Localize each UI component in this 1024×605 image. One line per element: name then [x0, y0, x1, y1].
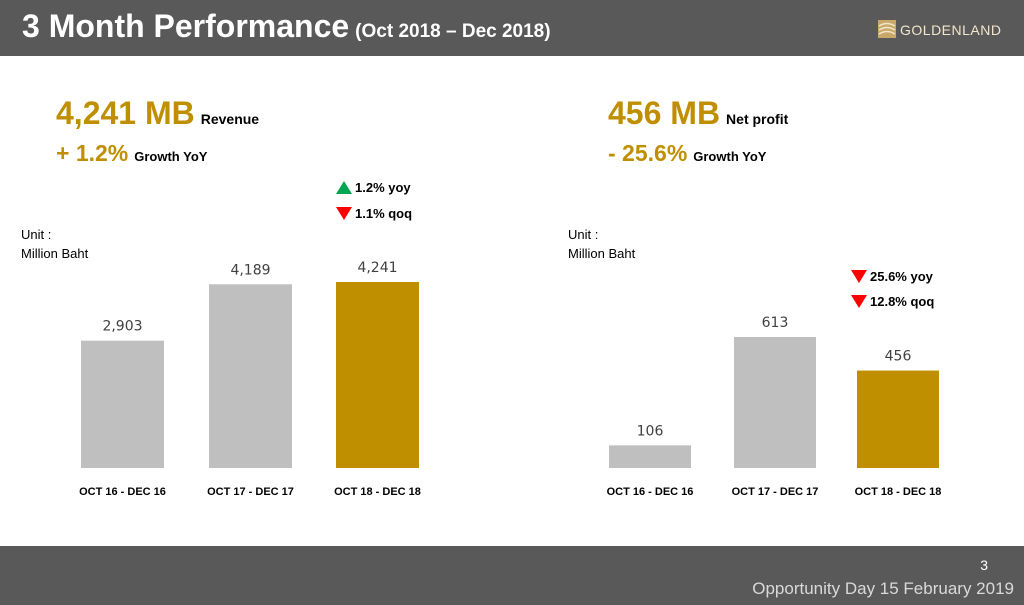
revenue-value: 4,241 MB	[56, 95, 195, 131]
title-period: (Oct 2018 – Dec 2018)	[355, 21, 551, 42]
bar-value-label: 4,189	[230, 262, 270, 278]
bar-oct18-dec18	[857, 370, 939, 468]
bar-value-label: 456	[885, 349, 912, 365]
revenue-growth-value: + 1.2%	[56, 140, 129, 166]
bar-oct17-dec17	[209, 284, 292, 468]
category-label: OCT 16 - DEC 16	[607, 486, 694, 498]
category-label: OCT 18 - DEC 18	[334, 486, 421, 498]
bar-oct16-dec16	[81, 340, 164, 468]
bar-value-label: 4,241	[357, 260, 397, 276]
revenue-unit: Unit : Million Baht	[21, 225, 88, 263]
net-profit-qoq-note: 12.8% qoq	[851, 294, 934, 309]
bar-charts: 2,903 OCT 16 - DEC 16 4,189 OCT 17 - DEC 17…	[79, 260, 942, 498]
note-text: 25.6% yoy	[870, 269, 933, 284]
revenue-kpi: 4,241 MB Revenue	[56, 95, 259, 132]
net-profit-growth-label: Growth YoY	[693, 149, 767, 164]
category-label: OCT 17 - DEC 17	[732, 486, 819, 498]
revenue-growth: + 1.2% Growth YoY	[56, 140, 207, 167]
unit-label: Unit :	[568, 227, 599, 242]
logo-text: GOLDENLAND	[900, 22, 1002, 38]
footer-bar: 3 Opportunity Day 15 February 2019	[0, 546, 1024, 605]
revenue-bar-chart: 2,903 OCT 16 - DEC 16 4,189 OCT 17 - DEC 17…	[79, 260, 421, 498]
down-arrow-icon	[851, 295, 867, 308]
revenue-growth-label: Growth YoY	[134, 149, 208, 164]
page-number: 3	[980, 557, 988, 573]
up-arrow-icon	[336, 181, 352, 194]
net-profit-growth-value: - 25.6%	[608, 140, 688, 166]
title-main: 3 Month Performance	[22, 8, 350, 44]
logo-mark-icon	[878, 20, 896, 38]
category-label: OCT 16 - DEC 16	[79, 486, 166, 498]
category-label: OCT 18 - DEC 18	[855, 486, 942, 498]
event-caption: Opportunity Day 15 February 2019	[752, 579, 1014, 598]
unit-value: Million Baht	[568, 246, 636, 261]
net-profit-value: 456 MB	[608, 95, 721, 131]
net-profit-growth: - 25.6% Growth YoY	[608, 140, 766, 167]
bar-value-label: 106	[637, 423, 664, 439]
note-text: 12.8% qoq	[870, 294, 935, 309]
note-text: 1.2% yoy	[355, 180, 411, 195]
revenue-label: Revenue	[200, 111, 260, 127]
net-profit-label: Net profit	[726, 111, 789, 127]
net-profit-bar-chart: 106 OCT 16 - DEC 16 613 OCT 17 - DEC 17 456 O…	[607, 315, 942, 498]
bar-value-label: 613	[762, 315, 789, 331]
category-label: OCT 17 - DEC 17	[207, 486, 294, 498]
bar-oct18-dec18	[336, 282, 419, 468]
net-profit-unit: Unit : Million Baht	[568, 225, 635, 263]
note-text: 1.1% qoq	[355, 206, 413, 221]
down-arrow-icon	[851, 270, 867, 283]
bar-oct17-dec17	[734, 337, 816, 468]
net-profit-kpi: 456 MB Net profit	[608, 95, 788, 132]
bar-oct16-dec16	[609, 445, 691, 468]
revenue-yoy-note: 1.2% yoy	[336, 180, 411, 195]
header-bar: 3 Month Performance (Oct 2018 – Dec 2018)…	[0, 0, 1024, 56]
net-profit-yoy-note: 25.6% yoy	[851, 269, 933, 284]
page-title: 3 Month Performance (Oct 2018 – Dec 2018)	[22, 8, 551, 45]
unit-label: Unit :	[21, 227, 52, 242]
down-arrow-icon	[336, 207, 352, 220]
revenue-qoq-note: 1.1% qoq	[336, 206, 412, 221]
unit-value: Million Baht	[21, 246, 89, 261]
bar-value-label: 2,903	[102, 319, 142, 335]
